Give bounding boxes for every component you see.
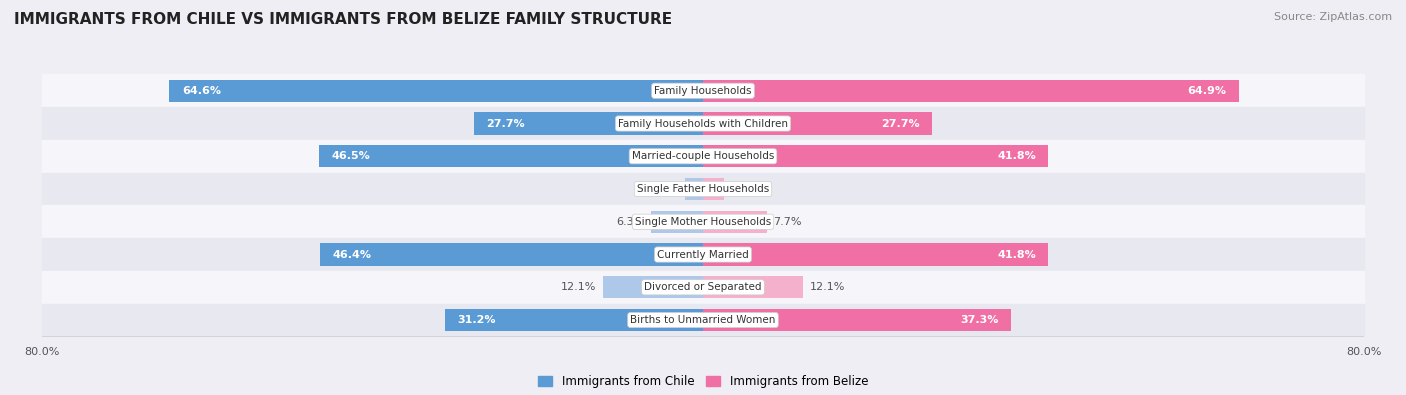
Text: Family Households: Family Households [654, 86, 752, 96]
Bar [703, 276, 803, 299]
Text: 37.3%: 37.3% [960, 315, 998, 325]
Text: 2.2%: 2.2% [650, 184, 678, 194]
Bar [319, 145, 703, 167]
Bar [42, 107, 1364, 140]
Text: 41.8%: 41.8% [997, 151, 1036, 161]
Bar [42, 173, 1364, 205]
Text: Births to Unmarried Women: Births to Unmarried Women [630, 315, 776, 325]
Text: Single Mother Households: Single Mother Households [636, 217, 770, 227]
Text: 41.8%: 41.8% [997, 250, 1036, 260]
Text: 46.4%: 46.4% [332, 250, 371, 260]
Text: 46.5%: 46.5% [332, 151, 370, 161]
Bar [703, 211, 766, 233]
Text: 64.9%: 64.9% [1188, 86, 1226, 96]
Text: 12.1%: 12.1% [561, 282, 596, 292]
Text: 6.3%: 6.3% [616, 217, 644, 227]
Bar [474, 112, 703, 135]
Bar [703, 80, 1239, 102]
Text: 2.5%: 2.5% [730, 184, 759, 194]
Bar [651, 211, 703, 233]
Text: 12.1%: 12.1% [810, 282, 845, 292]
Bar [703, 145, 1049, 167]
Text: Family Households with Children: Family Households with Children [619, 118, 787, 128]
Legend: Immigrants from Chile, Immigrants from Belize: Immigrants from Chile, Immigrants from B… [533, 371, 873, 393]
Bar [42, 271, 1364, 304]
Text: 64.6%: 64.6% [181, 86, 221, 96]
Text: IMMIGRANTS FROM CHILE VS IMMIGRANTS FROM BELIZE FAMILY STRUCTURE: IMMIGRANTS FROM CHILE VS IMMIGRANTS FROM… [14, 12, 672, 27]
Bar [703, 178, 724, 200]
Bar [42, 304, 1364, 337]
Text: Source: ZipAtlas.com: Source: ZipAtlas.com [1274, 12, 1392, 22]
Text: 31.2%: 31.2% [458, 315, 496, 325]
Bar [685, 178, 703, 200]
Bar [703, 112, 932, 135]
Bar [42, 205, 1364, 238]
Bar [169, 80, 703, 102]
Bar [42, 74, 1364, 107]
Bar [446, 309, 703, 331]
Bar [42, 140, 1364, 173]
Text: 27.7%: 27.7% [880, 118, 920, 128]
Bar [703, 309, 1011, 331]
Text: 27.7%: 27.7% [486, 118, 526, 128]
Text: 7.7%: 7.7% [773, 217, 801, 227]
Bar [603, 276, 703, 299]
Bar [319, 243, 703, 266]
Text: Divorced or Separated: Divorced or Separated [644, 282, 762, 292]
Text: Married-couple Households: Married-couple Households [631, 151, 775, 161]
Text: Single Father Households: Single Father Households [637, 184, 769, 194]
Bar [42, 238, 1364, 271]
Bar [703, 243, 1049, 266]
Text: Currently Married: Currently Married [657, 250, 749, 260]
